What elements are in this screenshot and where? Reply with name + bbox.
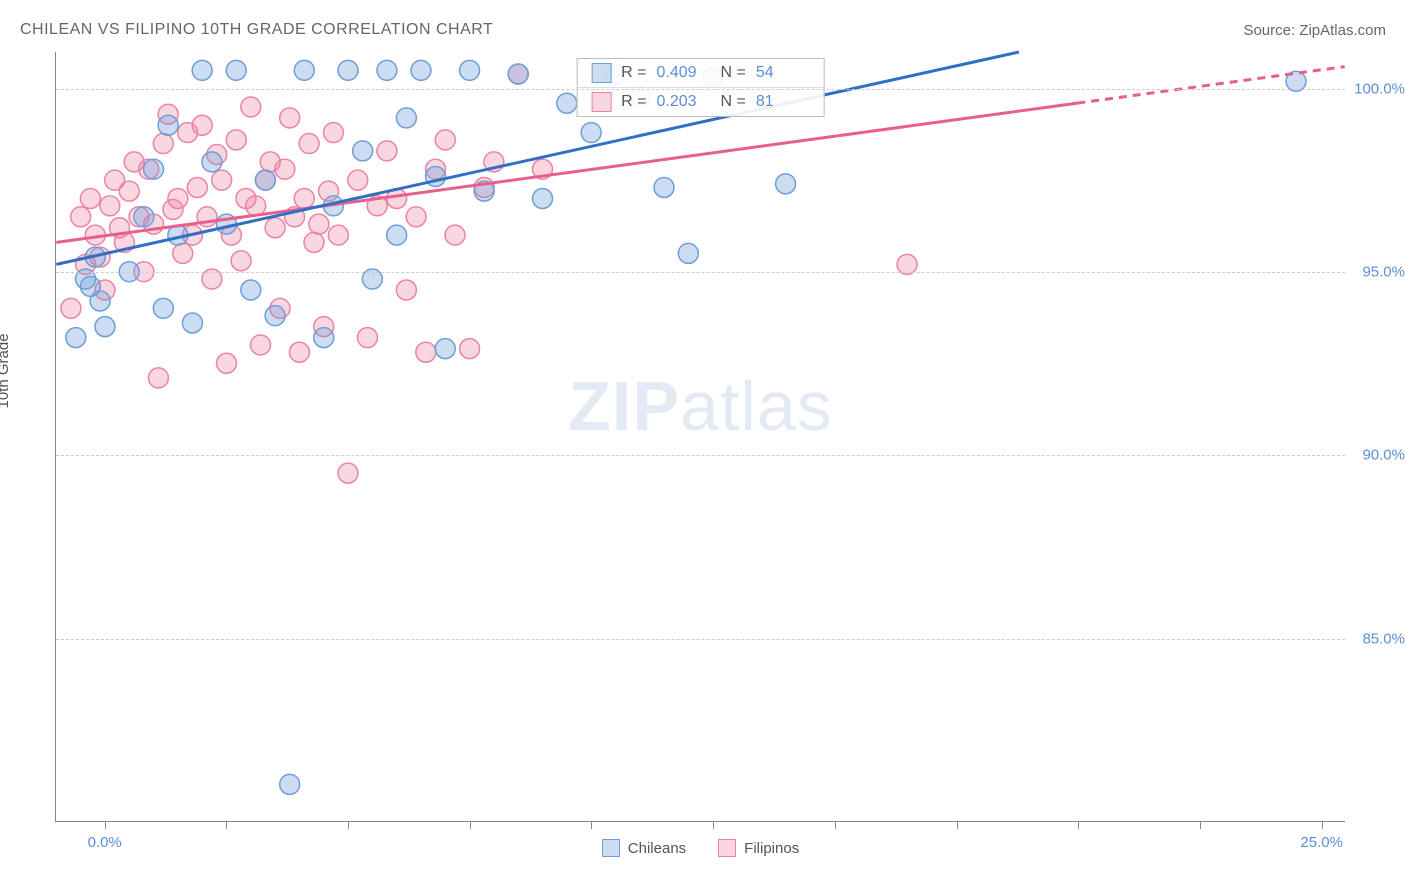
r-label: R =	[621, 93, 646, 111]
plot-svg	[56, 52, 1345, 821]
swatch-filipinos	[591, 92, 611, 112]
swatch-chileans	[602, 839, 620, 857]
source-label: Source: ZipAtlas.com	[1243, 22, 1386, 39]
y-axis-label: 10th Grade	[0, 333, 12, 408]
y-tick-label: 100.0%	[1354, 80, 1405, 97]
swatch-chileans	[591, 63, 611, 83]
n-label: N =	[721, 64, 746, 82]
chart-container: CHILEAN VS FILIPINO 10TH GRADE CORRELATI…	[0, 0, 1406, 892]
y-tick-label: 85.0%	[1362, 630, 1405, 647]
x-tick-label: 25.0%	[1300, 834, 1343, 851]
legend-item-filipinos: Filipinos	[718, 839, 799, 857]
n-label: N =	[721, 93, 746, 111]
r-label: R =	[621, 64, 646, 82]
r-value-chileans: 0.409	[657, 64, 711, 82]
n-value-chileans: 54	[756, 64, 810, 82]
x-tick-label: 0.0%	[88, 834, 122, 851]
corr-row-filipinos: R = 0.203 N = 81	[577, 88, 824, 116]
y-tick-label: 90.0%	[1362, 447, 1405, 464]
chart-title: CHILEAN VS FILIPINO 10TH GRADE CORRELATI…	[20, 21, 493, 39]
n-value-filipinos: 81	[756, 93, 810, 111]
corr-row-chileans: R = 0.409 N = 54	[577, 59, 824, 88]
legend-item-chileans: Chileans	[602, 839, 686, 857]
r-value-filipinos: 0.203	[657, 93, 711, 111]
y-tick-label: 95.0%	[1362, 264, 1405, 281]
legend-label-filipinos: Filipinos	[744, 840, 799, 857]
plot-area: ZIPatlas R = 0.409 N = 54 R = 0.203 N = …	[55, 52, 1345, 822]
correlation-legend: R = 0.409 N = 54 R = 0.203 N = 81	[576, 58, 825, 117]
swatch-filipinos	[718, 839, 736, 857]
title-bar: CHILEAN VS FILIPINO 10TH GRADE CORRELATI…	[20, 18, 1386, 42]
legend-label-chileans: Chileans	[628, 840, 686, 857]
bottom-legend: Chileans Filipinos	[56, 839, 1345, 857]
